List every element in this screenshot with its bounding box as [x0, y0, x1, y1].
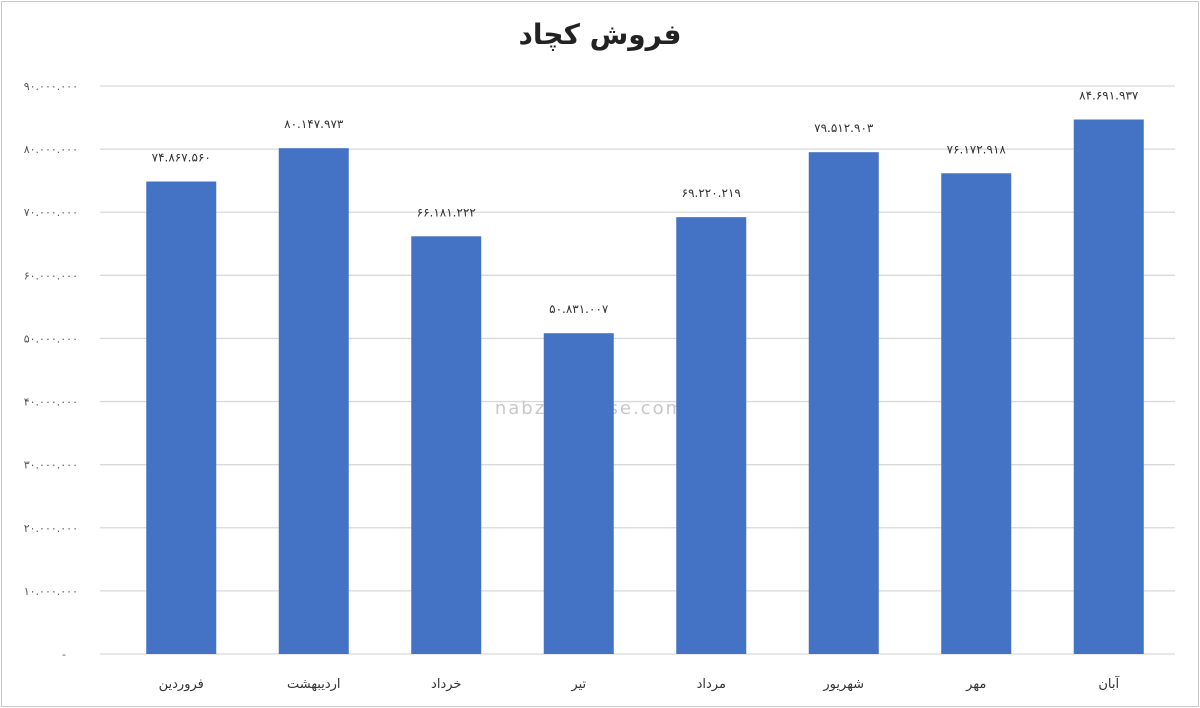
y-tick-label: ۶۰.۰۰۰.۰۰۰: [24, 269, 78, 282]
data-label: ۸۴.۶۹۱.۹۳۷: [1079, 88, 1139, 102]
data-label: ۷۴.۸۶۷.۵۶۰: [152, 151, 211, 165]
bar: [543, 333, 614, 654]
chart-title: فروش کچاد: [518, 18, 682, 51]
y-tick-label: ۴۰.۰۰۰.۰۰۰: [24, 396, 78, 409]
y-tick-label: ۳۰.۰۰۰.۰۰۰: [24, 459, 78, 472]
y-tick-label: ۸۰.۰۰۰.۰۰۰: [24, 143, 78, 156]
x-tick-label: شهریور: [822, 677, 864, 692]
data-label: ۷۹.۵۱۲.۹۰۳: [814, 121, 874, 135]
bar: [278, 148, 349, 654]
data-label: ۶۶.۱۸۱.۲۲۲: [417, 205, 476, 219]
x-tick-label: خرداد: [431, 677, 461, 692]
bar: [676, 217, 747, 655]
bar: [1073, 119, 1144, 655]
bar: [941, 173, 1012, 654]
data-label: ۵۰.۸۳۱.۰۰۷: [549, 302, 609, 316]
y-tick-label: ۲۰.۰۰۰.۰۰۰: [24, 522, 78, 535]
x-tick-label: آبان: [1098, 675, 1120, 692]
y-tick-label: ۵۰.۰۰۰.۰۰۰: [24, 332, 78, 345]
data-label: ۸۰.۱۴۷.۹۷۳: [284, 117, 344, 131]
bar: [808, 152, 879, 654]
bar: [411, 236, 482, 655]
x-tick-label: اردیبهشت: [287, 677, 341, 692]
x-tick-label: مهر: [965, 677, 986, 692]
bars: ۷۴.۸۶۷.۵۶۰ فروردین ۸۰.۱۴۷.۹۷۳ اردیبهشت ۶۶.۱۸…: [146, 88, 1144, 692]
data-label: ۷۶.۱۷۲.۹۱۸: [947, 142, 1007, 156]
x-tick-label: مرداد: [697, 677, 726, 692]
x-tick-label: تیر: [570, 677, 586, 692]
y-tick-label: ۱۰.۰۰۰.۰۰۰: [24, 585, 78, 598]
y-tick-label: ۹۰.۰۰۰.۰۰۰: [24, 80, 78, 93]
y-tick-label: -: [62, 648, 66, 661]
x-tick-label: فروردین: [159, 677, 204, 692]
data-label: ۶۹.۲۲۰.۲۱۹: [682, 186, 741, 200]
y-tick-label: ۷۰.۰۰۰.۰۰۰: [24, 206, 78, 219]
bar: [146, 181, 217, 655]
